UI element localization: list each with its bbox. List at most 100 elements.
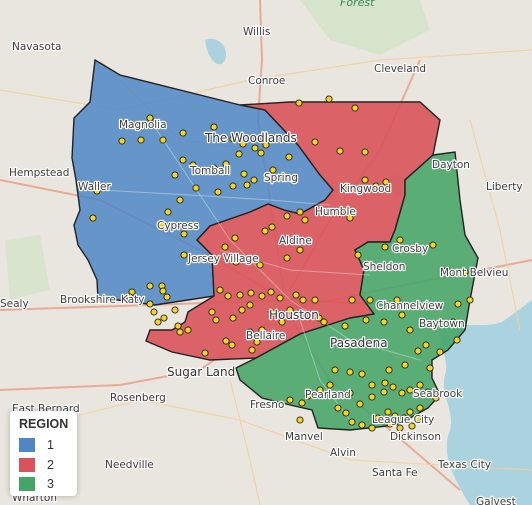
location-marker[interactable] [453, 336, 461, 344]
location-marker[interactable] [408, 422, 416, 430]
location-marker[interactable] [276, 294, 284, 302]
location-marker[interactable] [258, 326, 266, 334]
location-marker[interactable] [386, 420, 394, 428]
location-marker[interactable] [247, 289, 255, 297]
location-marker[interactable] [258, 292, 266, 300]
location-marker[interactable] [406, 326, 414, 334]
location-marker[interactable] [346, 389, 354, 397]
location-marker[interactable] [334, 404, 342, 412]
location-marker[interactable] [231, 234, 239, 242]
location-marker[interactable] [232, 258, 240, 266]
location-marker[interactable] [354, 251, 362, 259]
location-marker[interactable] [346, 368, 354, 376]
location-marker[interactable] [228, 341, 236, 349]
location-marker[interactable] [422, 341, 430, 349]
location-marker[interactable] [250, 176, 258, 184]
location-marker[interactable] [164, 208, 172, 216]
location-marker[interactable] [253, 338, 261, 346]
location-marker[interactable] [208, 308, 216, 316]
location-marker[interactable] [238, 306, 246, 314]
location-marker[interactable] [224, 292, 232, 300]
location-marker[interactable] [356, 400, 364, 408]
location-marker[interactable] [299, 296, 307, 304]
location-marker[interactable] [341, 322, 349, 330]
location-marker[interactable] [229, 182, 237, 190]
location-marker[interactable] [296, 246, 304, 254]
location-marker[interactable] [326, 381, 334, 389]
location-marker[interactable] [150, 308, 158, 316]
location-marker[interactable] [380, 318, 388, 326]
location-marker[interactable] [416, 381, 424, 389]
location-marker[interactable] [180, 230, 188, 238]
location-marker[interactable] [93, 187, 101, 195]
location-marker[interactable] [146, 282, 154, 290]
location-marker[interactable] [443, 266, 451, 274]
location-marker[interactable] [382, 178, 390, 186]
location-marker[interactable] [385, 366, 393, 374]
location-marker[interactable] [160, 314, 168, 322]
location-marker[interactable] [325, 95, 333, 103]
location-marker[interactable] [398, 311, 406, 319]
location-marker[interactable] [246, 301, 254, 309]
location-marker[interactable] [414, 414, 422, 422]
location-marker[interactable] [380, 388, 388, 396]
location-marker[interactable] [286, 306, 294, 314]
location-marker[interactable] [235, 150, 243, 158]
location-marker[interactable] [393, 296, 401, 304]
location-marker[interactable] [118, 137, 126, 145]
location-marker[interactable] [176, 196, 184, 204]
region-3-area[interactable] [235, 151, 479, 431]
location-marker[interactable] [269, 166, 277, 174]
location-marker[interactable] [454, 300, 462, 308]
location-marker[interactable] [336, 209, 344, 217]
location-marker[interactable] [216, 286, 224, 294]
location-marker[interactable] [311, 138, 319, 146]
location-marker[interactable] [196, 167, 204, 175]
location-marker[interactable] [406, 408, 414, 416]
location-marker[interactable] [239, 140, 247, 148]
location-marker[interactable] [368, 424, 376, 432]
location-marker[interactable] [372, 182, 380, 190]
location-marker[interactable] [126, 293, 134, 301]
location-marker[interactable] [179, 129, 187, 137]
location-marker[interactable] [320, 318, 328, 326]
location-marker[interactable] [261, 227, 269, 235]
location-marker[interactable] [180, 251, 188, 259]
location-marker[interactable] [414, 347, 422, 355]
location-marker[interactable] [137, 136, 145, 144]
location-marker[interactable] [171, 306, 179, 314]
location-marker[interactable] [348, 418, 356, 426]
location-marker[interactable] [432, 394, 440, 402]
location-marker[interactable] [429, 241, 437, 249]
location-marker[interactable] [236, 291, 244, 299]
location-marker[interactable] [262, 141, 270, 149]
location-marker[interactable] [381, 243, 389, 251]
location-marker[interactable] [381, 379, 389, 387]
location-marker[interactable] [251, 144, 259, 152]
location-marker[interactable] [400, 414, 408, 422]
location-marker[interactable] [283, 212, 291, 220]
location-marker[interactable] [461, 268, 469, 276]
location-marker[interactable] [243, 181, 251, 189]
location-marker[interactable] [361, 176, 369, 184]
location-marker[interactable] [210, 123, 218, 131]
location-marker[interactable] [154, 318, 162, 326]
location-marker[interactable] [269, 309, 277, 317]
location-marker[interactable] [301, 216, 309, 224]
location-marker[interactable] [221, 243, 229, 251]
location-marker[interactable] [158, 221, 166, 229]
location-marker[interactable] [436, 348, 444, 356]
location-marker[interactable] [285, 153, 293, 161]
location-marker[interactable] [210, 164, 218, 172]
location-marker[interactable] [248, 346, 256, 354]
location-marker[interactable] [348, 296, 356, 304]
location-marker[interactable] [184, 326, 192, 334]
location-marker[interactable] [401, 361, 409, 369]
location-marker[interactable] [449, 318, 457, 326]
location-marker[interactable] [358, 421, 366, 429]
location-marker[interactable] [315, 314, 323, 322]
location-marker[interactable] [286, 396, 294, 404]
location-marker[interactable] [368, 381, 376, 389]
location-marker[interactable] [163, 293, 171, 301]
